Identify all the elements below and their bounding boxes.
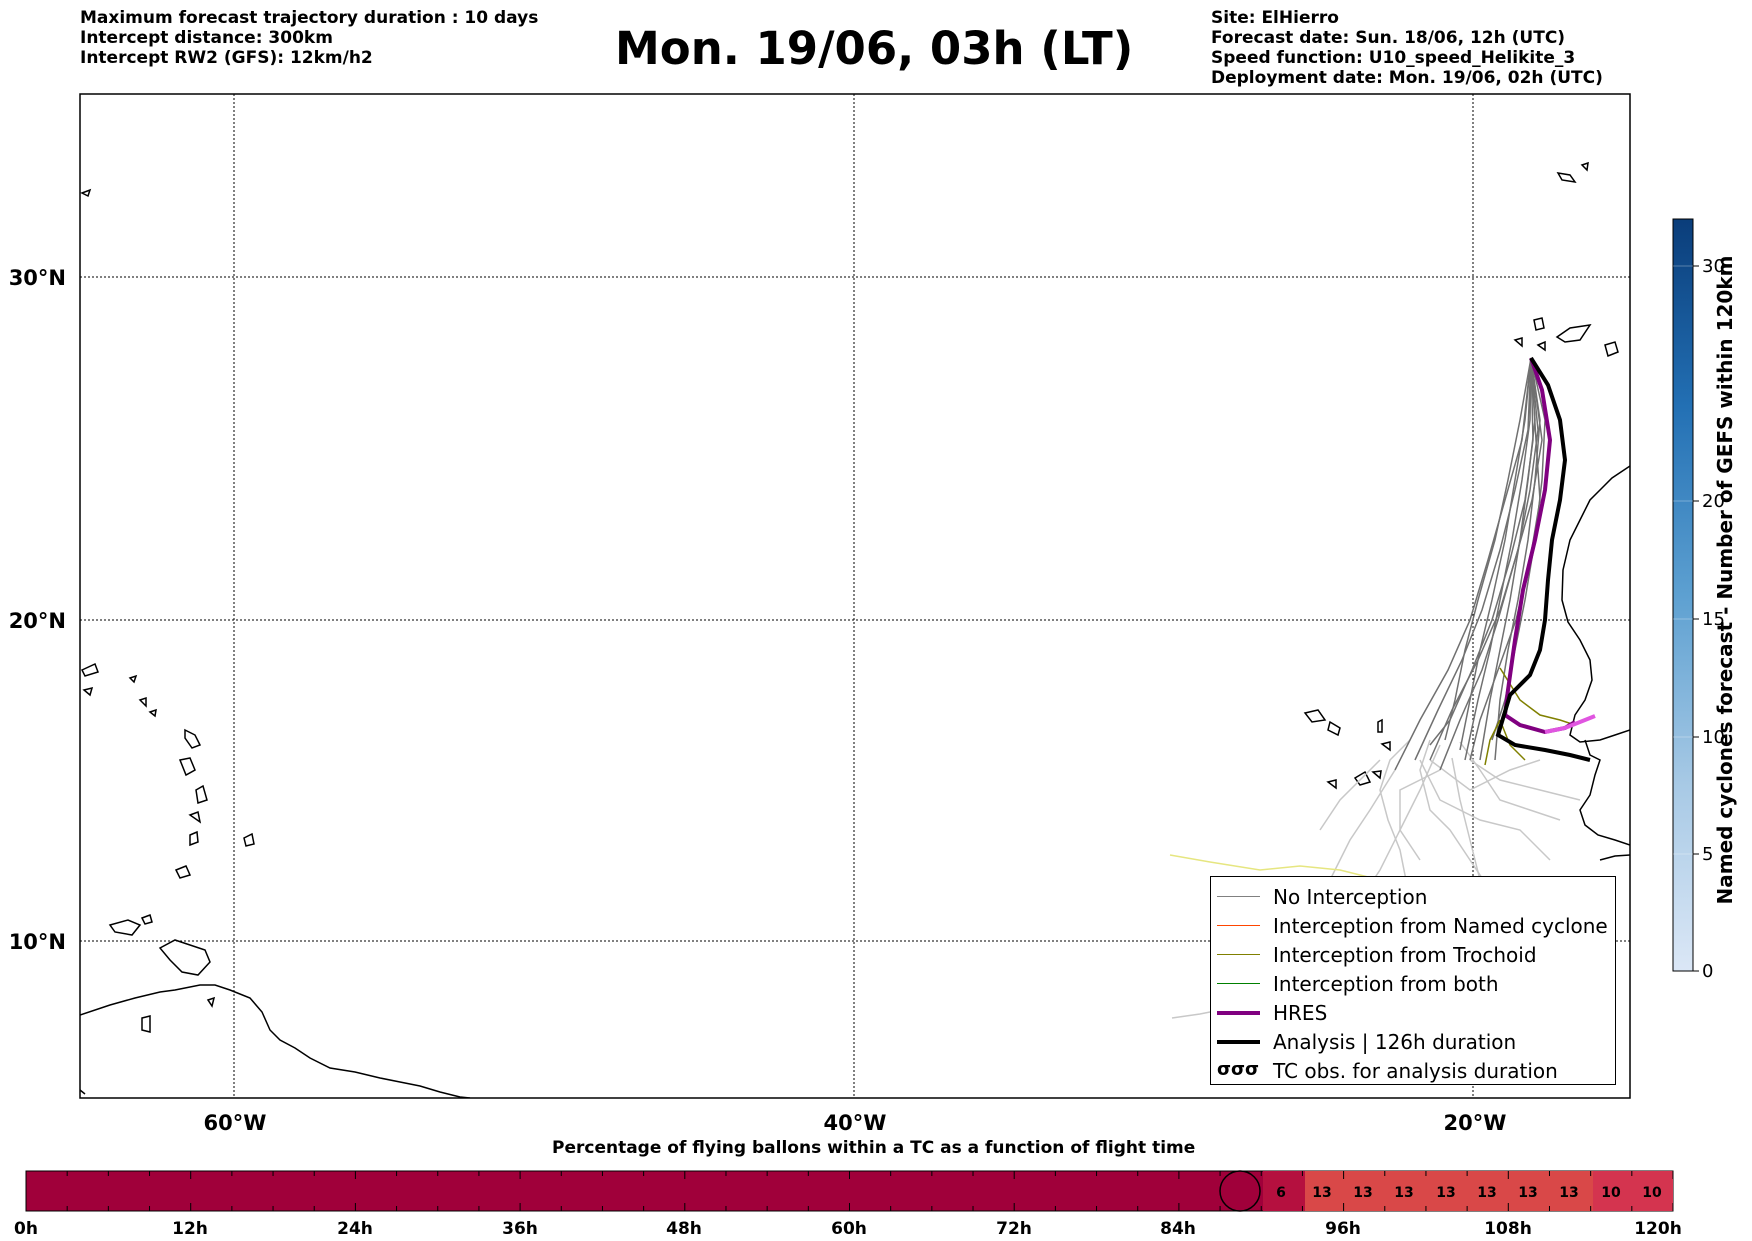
cb-tick-15: 15: [1702, 609, 1725, 630]
time-bar-title: Percentage of flying ballons within a TC…: [552, 1138, 1196, 1158]
coastlines: [80, 161, 1630, 1098]
time-tick-120h: 120h: [1634, 1219, 1682, 1239]
cell-value: 13: [1353, 1185, 1372, 1201]
cell-value: 10: [1642, 1185, 1662, 1201]
site-text: Site: ElHierro: [1211, 8, 1339, 28]
time-tick-24h: 24h: [337, 1219, 373, 1239]
time-bar-cells-10: [1593, 1171, 1673, 1211]
legend-label: Analysis | 126h duration: [1273, 1030, 1517, 1054]
legend-label: Interception from Trochoid: [1273, 943, 1537, 967]
time-tick-12h: 12h: [172, 1219, 208, 1239]
cell-value: 13: [1312, 1185, 1331, 1201]
map-content: [80, 94, 1630, 1098]
tc-obs-marker: [1219, 1170, 1261, 1212]
trajectory-analysis: [1495, 356, 1591, 762]
tc-symbol-icon: σσσ: [1217, 1059, 1260, 1080]
lat-label-10n: 10°N: [9, 930, 66, 954]
legend-label: HRES: [1273, 1001, 1328, 1025]
forecast-date-text: Forecast date: Sun. 18/06, 12h (UTC): [1211, 28, 1566, 48]
time-bar-cell-6: [1263, 1171, 1305, 1211]
lon-label-40w: 40°W: [824, 1111, 887, 1135]
cell-value: 6: [1276, 1185, 1286, 1201]
header-left-info: Maximum forecast trajectory duration : 1…: [80, 8, 538, 68]
cell-value: 13: [1394, 1185, 1413, 1201]
header-right-info: Site: ElHierro Forecast date: Sun. 18/06…: [1211, 8, 1603, 88]
cell-value: 13: [1559, 1185, 1578, 1201]
lon-label-20w: 20°W: [1444, 1111, 1507, 1135]
page-title: Mon. 19/06, 03h (LT): [615, 22, 1134, 75]
speed-function-text: Speed function: U10_speed_Helikite_3: [1211, 48, 1576, 68]
legend-swatch: [1217, 983, 1260, 984]
cell-value: 13: [1518, 1185, 1537, 1201]
legend-swatch: [1217, 1011, 1260, 1015]
lat-label-30n: 30°N: [9, 266, 66, 290]
legend-swatch: [1217, 896, 1260, 897]
time-bar-cells-13: [1305, 1171, 1593, 1211]
legend-label: Interception from both: [1273, 972, 1499, 996]
legend-label: Interception from Named cyclone: [1273, 914, 1608, 938]
cb-tick-20: 20: [1702, 491, 1725, 512]
time-tick-0h: 0h: [14, 1219, 38, 1239]
legend-swatch: [1217, 954, 1260, 955]
time-tick-48h: 48h: [666, 1219, 702, 1239]
lon-label-60w: 60°W: [204, 1111, 267, 1135]
time-bar: 6 13 13 13 13 13 13 13 10 10 0h 12h 24h …: [14, 1170, 1682, 1239]
cb-tick-10: 10: [1702, 727, 1725, 748]
time-tick-36h: 36h: [502, 1219, 538, 1239]
cb-tick-30: 30: [1702, 256, 1725, 277]
cell-value: 13: [1477, 1185, 1496, 1201]
cell-value: 13: [1436, 1185, 1455, 1201]
trajectory-hres-end: [1544, 714, 1596, 734]
legend-swatch: [1217, 1040, 1260, 1044]
lat-label-20n: 20°N: [9, 609, 66, 633]
legend-swatch: [1217, 925, 1260, 926]
legend-label: No Interception: [1273, 885, 1428, 909]
legend-label: TC obs. for analysis duration: [1273, 1059, 1558, 1083]
time-tick-96h: 96h: [1325, 1219, 1361, 1239]
cb-tick-5: 5: [1702, 844, 1713, 865]
cb-tick-0: 0: [1702, 961, 1713, 982]
cell-value: 10: [1601, 1185, 1621, 1201]
colorbar: 0 5 10 15 20 30: [1672, 218, 1725, 982]
max-duration-text: Maximum forecast trajectory duration : 1…: [80, 8, 539, 28]
time-tick-60h: 60h: [831, 1219, 867, 1239]
legend: No Interception Interception from Named …: [1210, 876, 1616, 1085]
intercept-rw2-text: Intercept RW2 (GFS): 12km/h2: [80, 48, 373, 68]
time-tick-84h: 84h: [1160, 1219, 1196, 1239]
colorbar-title: Named cyclones forecast - Number of GEFS…: [1713, 255, 1737, 905]
time-tick-72h: 72h: [996, 1219, 1032, 1239]
intercept-distance-text: Intercept distance: 300km: [80, 28, 333, 48]
deployment-date-text: Deployment date: Mon. 19/06, 02h (UTC): [1211, 68, 1603, 88]
time-tick-108h: 108h: [1484, 1219, 1532, 1239]
